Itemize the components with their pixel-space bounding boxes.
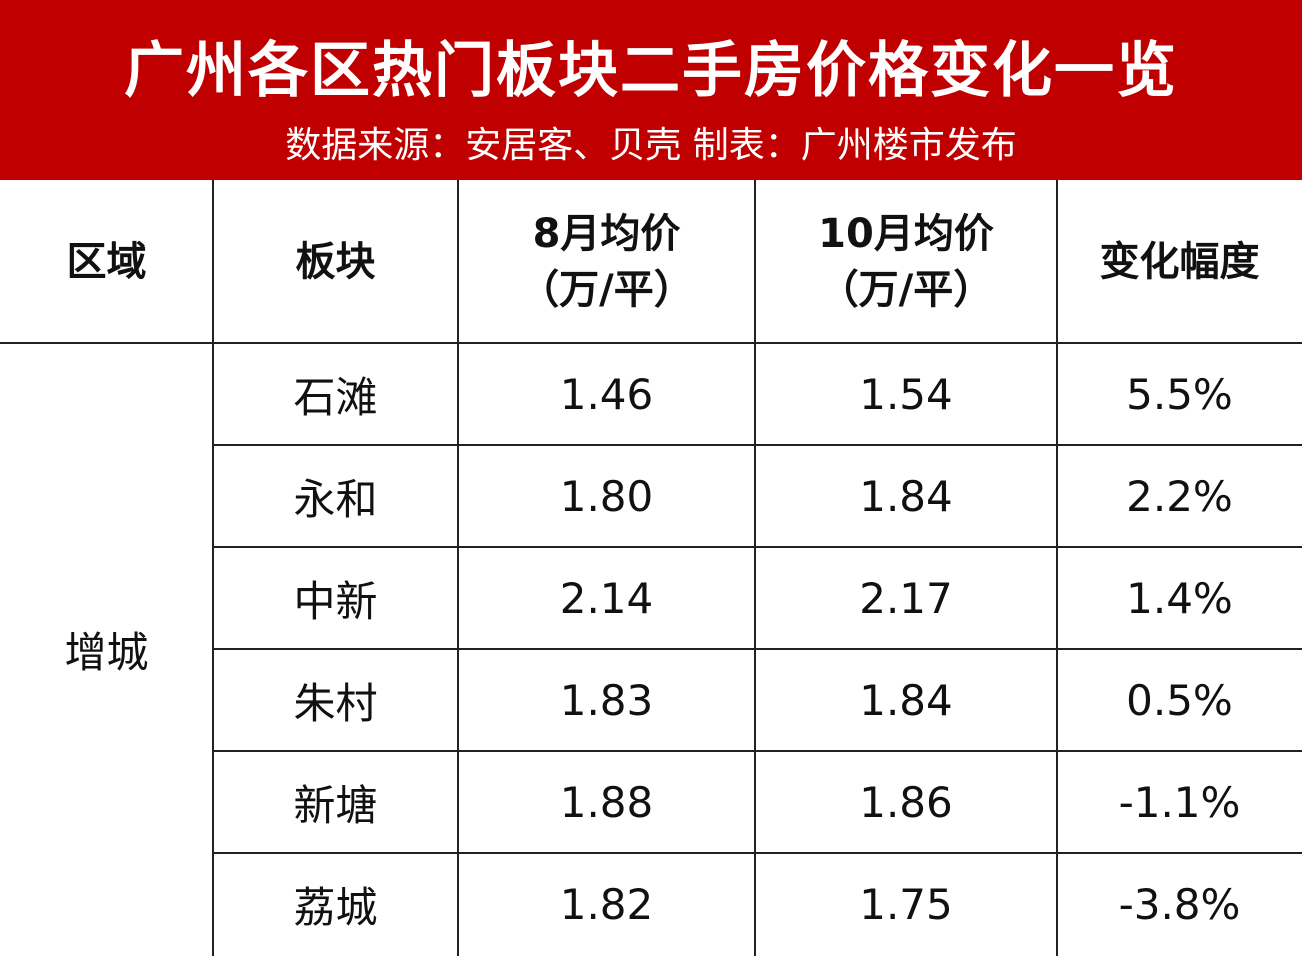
subtitle: 数据来源：安居客、贝壳 制表：广州楼市发布 [285,125,1017,166]
table-cell: 2.2% [1126,471,1233,521]
grid-line [213,546,1302,548]
table-cell: -3.8% [1118,879,1241,929]
block-name: 中新 [293,576,378,626]
table-cell: 1.4% [1126,573,1233,623]
grid-line [0,342,1302,344]
header-line: 板块 [295,238,376,285]
title: 广州各区热门板块二手房价格变化一览 [124,36,1178,106]
column-header: 8月均价 （万/平） [458,180,755,343]
table-cell: 0.5% [1126,675,1233,725]
header-line: 变化幅度 [1099,238,1260,285]
table-cell: -1.1% [1118,777,1241,827]
header-line: 10月均价 [818,210,994,257]
table-cell: 1.88 [559,777,654,827]
column-header: 板块 [213,180,458,343]
title-band [0,0,1302,180]
table-cell: 1.46 [559,369,654,419]
table-cell: 1.84 [859,471,953,521]
grid-line [213,852,1302,854]
grid-line [213,648,1302,650]
table-cell: 1.54 [859,369,953,419]
column-header: 10月均价 （万/平） [755,180,1057,343]
grid-line [213,750,1302,752]
block-name: 新塘 [293,780,378,830]
table-cell: 1.75 [859,879,953,929]
grid-line [213,444,1302,446]
block-name: 荔城 [293,882,378,932]
table-cell: 1.86 [859,777,953,827]
region-cell: 增城 [64,627,149,677]
header-line: （万/平） [519,266,694,313]
table-cell: 2.17 [859,573,953,623]
grid-line [457,180,459,956]
header-line: （万/平） [818,266,994,313]
block-name: 永和 [293,474,378,524]
block-name: 石滩 [293,372,378,422]
block-name: 朱村 [293,678,378,728]
grid-line [754,180,756,956]
grid-line [212,180,214,956]
table-cell: 1.82 [559,879,654,929]
table-cell: 5.5% [1126,369,1233,419]
header-line: 区域 [66,238,147,285]
grid-line [1056,180,1058,956]
column-header: 区域 [0,180,213,343]
column-header: 变化幅度 [1057,180,1302,343]
table-cell: 1.80 [559,471,654,521]
table-cell: 1.84 [859,675,953,725]
header-line: 8月均价 [532,210,681,257]
table-cell: 1.83 [559,675,654,725]
table-cell: 2.14 [559,573,654,623]
